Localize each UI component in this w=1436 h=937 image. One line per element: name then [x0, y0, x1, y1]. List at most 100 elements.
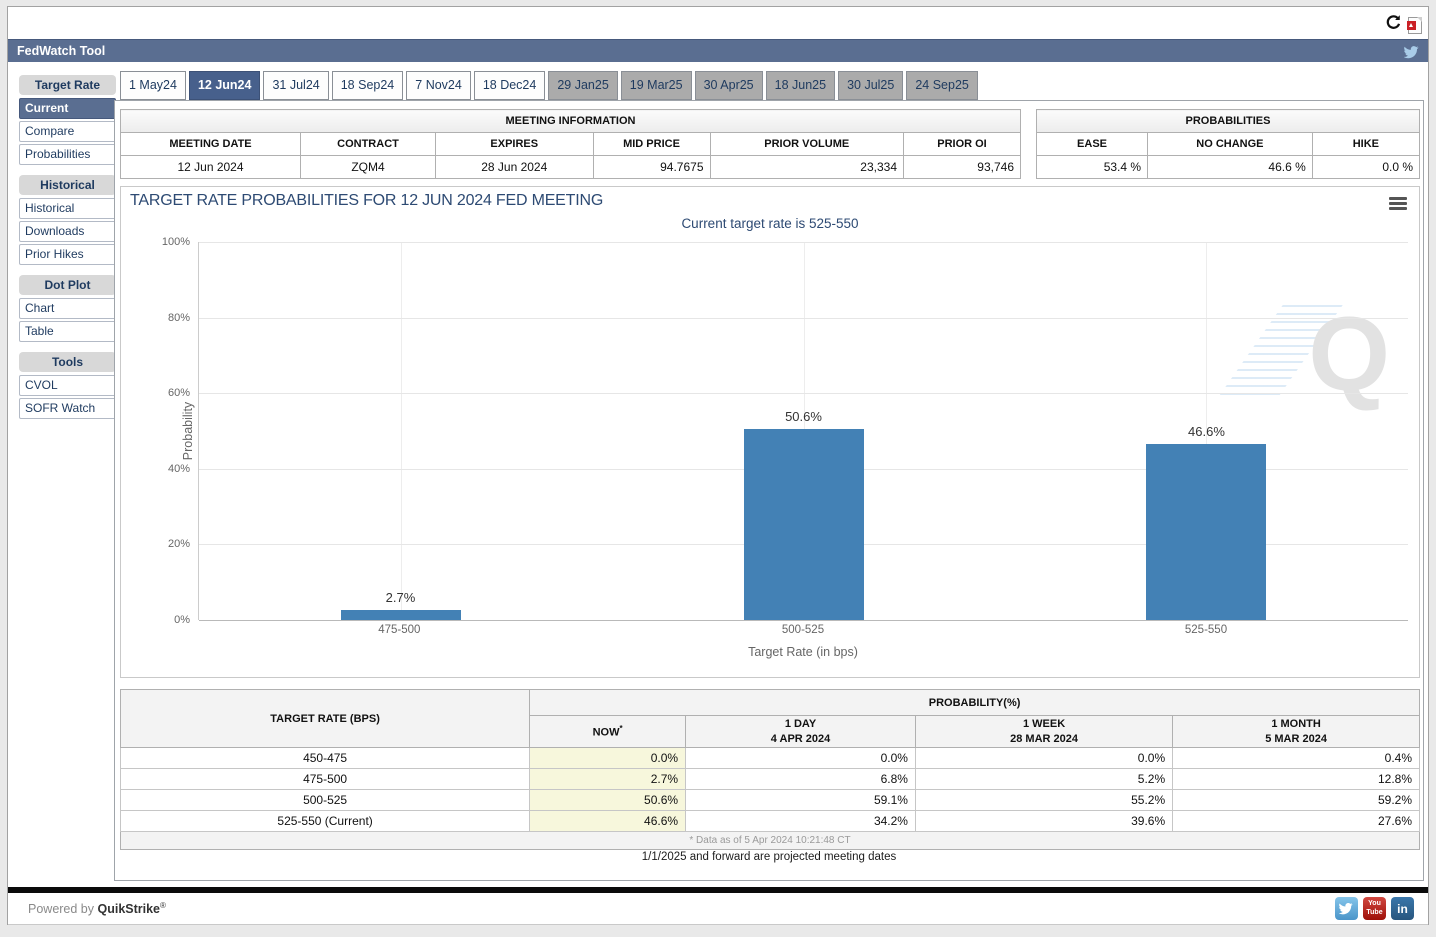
col-prior-volume: PRIOR VOLUME [709, 132, 904, 156]
expires-value: 28 Jun 2024 [435, 155, 594, 179]
tab-1-may24[interactable]: 1 May24 [120, 71, 186, 100]
footer: Powered by QuikStrike® You Tube in [8, 893, 1428, 925]
sidebar: Target Rate Current Compare Probabilitie… [19, 75, 116, 429]
bar-value-label: 50.6% [785, 408, 822, 424]
titlebar: FedWatch Tool [8, 39, 1428, 62]
data-as-of-note: * Data as of 5 Apr 2024 10:21:48 CT [120, 831, 1420, 850]
tab-12-jun24[interactable]: 12 Jun24 [188, 71, 261, 100]
pdf-export-icon[interactable] [1407, 16, 1422, 34]
sidebar-item-chart[interactable]: Chart [19, 298, 116, 319]
sidebar-group-dot-plot: Dot Plot [19, 275, 116, 295]
tab-30-jul25[interactable]: 30 Jul25 [838, 71, 904, 100]
prior-volume-value: 23,334 [709, 155, 904, 179]
table-row: 450-475 0.0% 0.0% 0.0% 0.4% [119, 747, 1420, 769]
app-title: FedWatch Tool [17, 44, 106, 58]
prior-oi-value: 93,746 [903, 155, 1021, 179]
sidebar-item-table[interactable]: Table [19, 321, 116, 342]
no-change-value: 46.6 % [1147, 155, 1313, 179]
plot-area: Q 100% 80% 60% 40% 20% 0% 2.7% 50.6% 46.… [162, 236, 1408, 626]
tab-18-sep24[interactable]: 18 Sep24 [331, 71, 404, 100]
meeting-date-value: 12 Jun 2024 [120, 155, 301, 179]
col-no-change: NO CHANGE [1147, 132, 1313, 156]
sidebar-item-sofr-watch[interactable]: SOFR Watch [19, 398, 116, 419]
linkedin-social-icon[interactable]: in [1391, 897, 1414, 920]
bar-value-label: 2.7% [385, 589, 416, 605]
probability-chart: TARGET RATE PROBABILITIES FOR 12 JUN 202… [120, 186, 1420, 678]
sidebar-item-prior-hikes[interactable]: Prior Hikes [19, 244, 116, 265]
day-cell: 6.8% [685, 768, 916, 790]
now-header: NOW* [529, 715, 687, 748]
x-tick-500-525: 500-525 [781, 624, 825, 636]
probabilities-summary-table: PROBABILITIES EASE NO CHANGE HIKE 53.4 %… [1035, 109, 1421, 179]
week-cell: 0.0% [914, 747, 1174, 769]
bar-500-525[interactable] [743, 428, 864, 620]
sidebar-item-downloads[interactable]: Downloads [19, 221, 116, 242]
one-day-header: 1 DAY 4 APR 2024 [685, 715, 916, 748]
bar-475-500[interactable] [340, 609, 461, 620]
week-cell: 39.6% [914, 810, 1174, 832]
now-cell: 0.0% [529, 747, 687, 769]
powered-by: Powered by QuikStrike® [28, 901, 166, 917]
hike-value: 0.0 % [1311, 155, 1421, 179]
tab-24-sep25[interactable]: 24 Sep25 [906, 71, 978, 100]
tab-29-jan25[interactable]: 29 Jan25 [548, 71, 618, 100]
meeting-info-table: MEETING INFORMATION MEETING DATE CONTRAC… [120, 109, 1021, 179]
x-tick-475-500: 475-500 [378, 624, 421, 636]
x-tick-525-550: 525-550 [1184, 624, 1228, 636]
quikstrike-link[interactable]: QuikStrike [97, 902, 161, 917]
tab-7-nov24[interactable]: 7 Nov24 [406, 71, 471, 100]
refresh-icon[interactable] [1385, 14, 1402, 36]
one-week-header: 1 WEEK 28 MAR 2024 [914, 715, 1174, 748]
tab-31-jul24[interactable]: 31 Jul24 [263, 71, 329, 100]
sidebar-group-tools: Tools [19, 352, 116, 372]
table-row: 475-500 2.7% 6.8% 5.2% 12.8% [119, 768, 1420, 790]
gridline-80: 80% [168, 312, 1408, 324]
x-axis-title: Target Rate (in bps) [748, 645, 858, 659]
now-cell: 2.7% [529, 768, 687, 790]
contract-value: ZQM4 [300, 155, 436, 179]
tab-19-mar25[interactable]: 19 Mar25 [620, 71, 692, 100]
probability-group-header: PROBABILITY(%) [529, 689, 1420, 716]
bar-525-550[interactable] [1146, 443, 1267, 620]
now-cell: 46.6% [529, 810, 687, 832]
target-rate-bps-header: TARGET RATE (BPS) [119, 689, 531, 748]
probabilities-title: PROBABILITIES [1036, 109, 1420, 133]
ease-value: 53.4 % [1035, 155, 1149, 179]
bar-value-label: 46.6% [1188, 423, 1225, 439]
table-row: 500-525 50.6% 59.1% 55.2% 59.2% [119, 789, 1420, 811]
now-cell: 50.6% [529, 789, 687, 811]
col-meeting-date: MEETING DATE [120, 132, 301, 156]
week-cell: 5.2% [914, 768, 1174, 790]
chart-context-menu-icon[interactable] [1389, 197, 1407, 210]
col-hike: HIKE [1311, 132, 1421, 156]
chart-title: TARGET RATE PROBABILITIES FOR 12 JUN 202… [130, 192, 604, 209]
tab-18-dec24[interactable]: 18 Dec24 [473, 71, 546, 100]
v-gridline [400, 242, 402, 620]
projected-dates-note: 1/1/2025 and forward are projected meeti… [641, 851, 897, 863]
rate-cell: 525-550 (Current) [119, 810, 531, 832]
sidebar-item-current[interactable]: Current [19, 98, 116, 119]
sidebar-item-compare[interactable]: Compare [19, 121, 116, 142]
twitter-social-icon[interactable] [1335, 897, 1358, 920]
month-cell: 12.8% [1172, 768, 1420, 790]
twitter-icon[interactable] [1403, 44, 1420, 59]
app-frame: FedWatch Tool Target Rate Current Compar… [7, 6, 1429, 925]
sidebar-item-historical[interactable]: Historical [19, 198, 116, 219]
month-cell: 27.6% [1172, 810, 1420, 832]
mid-price-value: 94.7675 [592, 155, 711, 179]
rate-cell: 450-475 [119, 747, 531, 769]
youtube-social-icon[interactable]: You Tube [1363, 897, 1386, 920]
month-cell: 59.2% [1172, 789, 1420, 811]
chart-subtitle: Current target rate is 525-550 [681, 216, 859, 231]
col-ease: EASE [1035, 132, 1149, 156]
week-cell: 55.2% [914, 789, 1174, 811]
sidebar-item-cvol[interactable]: CVOL [19, 375, 116, 396]
footer-divider [8, 887, 1428, 893]
rate-cell: 500-525 [119, 789, 531, 811]
sidebar-item-probabilities[interactable]: Probabilities [19, 144, 116, 165]
probability-detail-table: TARGET RATE (BPS) PROBABILITY(%) NOW* 1 … [119, 689, 1420, 850]
top-strip [8, 7, 1428, 39]
tab-30-apr25[interactable]: 30 Apr25 [694, 71, 763, 100]
col-expires: EXPIRES [435, 132, 594, 156]
tab-18-jun25[interactable]: 18 Jun25 [765, 71, 836, 100]
